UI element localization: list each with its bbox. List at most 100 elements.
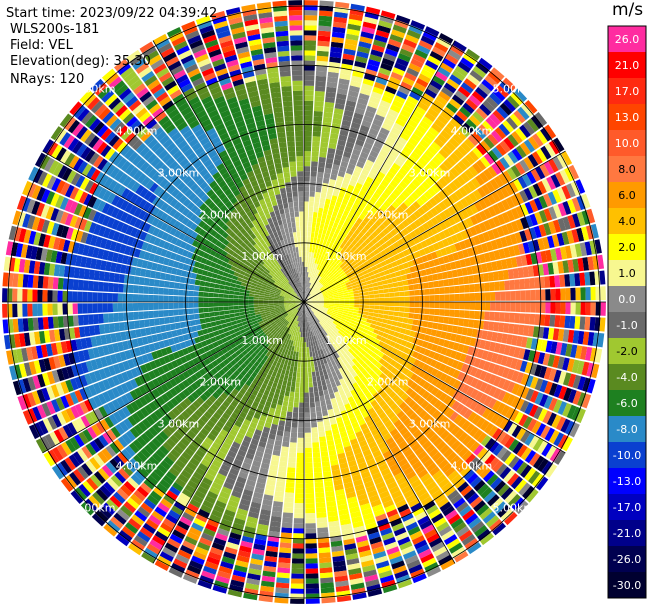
range-gate: [279, 323, 284, 329]
range-gate: [379, 271, 386, 277]
range-gate: [358, 549, 372, 558]
range-gate: [371, 342, 379, 349]
range-gate: [271, 322, 277, 328]
range-gate: [440, 331, 447, 339]
range-gate: [435, 249, 443, 258]
range-gate: [389, 306, 395, 311]
range-gate: [274, 355, 280, 362]
range-gate: [270, 329, 276, 335]
range-gate: [349, 158, 358, 166]
range-gate: [233, 517, 246, 526]
range-gate: [179, 492, 191, 503]
range-gate: [474, 302, 481, 311]
range-gate: [315, 253, 320, 259]
range-gate: [401, 189, 411, 199]
range-gate: [305, 311, 308, 317]
range-gate: [325, 322, 331, 327]
range-gate: [165, 371, 174, 380]
range-gate: [569, 244, 578, 258]
range-gate: [514, 279, 521, 290]
range-gate: [483, 372, 492, 383]
range-gate: [473, 444, 484, 456]
range-gate: [342, 114, 353, 122]
range-gate: [572, 374, 582, 389]
range-gate: [118, 468, 130, 480]
range-gate: [188, 403, 198, 413]
range-gate: [316, 50, 329, 57]
range-gate: [390, 367, 398, 375]
range-gate: [422, 413, 432, 423]
range-gate: [310, 331, 314, 337]
range-gate: [373, 81, 386, 91]
range-gate: [325, 490, 335, 498]
range-gate: [308, 297, 314, 300]
range-gate: [481, 263, 488, 273]
range-gate: [304, 317, 307, 323]
range-gate: [207, 362, 215, 371]
range-gate: [534, 111, 548, 126]
range-gate: [392, 316, 399, 322]
range-gate: [336, 266, 342, 272]
range-gate: [529, 390, 539, 403]
range-gate: [374, 305, 380, 310]
range-gate: [294, 325, 298, 332]
range-gate: [339, 236, 345, 243]
range-gate: [323, 358, 328, 365]
range-gate: [500, 302, 506, 312]
range-gate: [292, 412, 299, 418]
range-gate: [346, 255, 353, 262]
range-gate: [334, 484, 344, 491]
range-gate: [364, 373, 372, 380]
range-gate: [353, 293, 360, 297]
range-gate: [304, 266, 306, 272]
range-gate: [320, 374, 325, 381]
range-gate: [577, 330, 585, 345]
range-gate: [405, 341, 413, 349]
range-gate: [321, 310, 327, 314]
range-gate: [292, 319, 296, 325]
range-gate: [536, 130, 548, 145]
range-gate: [510, 257, 518, 268]
range-gate: [478, 83, 492, 96]
range-gate: [373, 403, 381, 412]
range-gate: [299, 392, 304, 398]
range-gate: [323, 245, 329, 252]
range-gate: [364, 110, 375, 119]
range-gate: [325, 162, 333, 169]
range-gate: [305, 508, 316, 514]
range-gate: [422, 320, 429, 328]
range-gate: [431, 156, 442, 166]
range-gate: [162, 403, 172, 413]
range-gate: [143, 478, 156, 490]
range-gate: [331, 195, 338, 202]
range-gate: [354, 355, 361, 362]
range-gate: [165, 390, 174, 400]
range-gate: [158, 430, 169, 441]
range-gate: [319, 370, 324, 376]
range-gate: [113, 439, 125, 451]
range-gate: [339, 302, 345, 304]
range-gate: [470, 177, 481, 189]
range-gate: [427, 84, 440, 95]
range-gate: [274, 439, 282, 447]
range-gate: [113, 512, 127, 525]
range-gate: [501, 367, 510, 379]
range-gate: [342, 221, 349, 228]
range-gate: [562, 201, 572, 215]
range-gate: [413, 483, 425, 494]
range-gate: [555, 247, 563, 261]
range-gate: [535, 476, 549, 491]
range-gate: [124, 522, 139, 535]
range-gate: [349, 304, 355, 307]
range-gate: [532, 351, 541, 364]
range-gate: [219, 343, 226, 350]
range-gate: [455, 232, 464, 242]
range-gate: [300, 321, 302, 328]
range-gate: [330, 268, 336, 274]
range-gate: [327, 345, 332, 352]
range-gate: [468, 517, 482, 529]
range-gate: [106, 520, 121, 533]
range-gate: [239, 545, 252, 554]
range-gate: [305, 497, 315, 504]
range-gate: [577, 376, 586, 391]
